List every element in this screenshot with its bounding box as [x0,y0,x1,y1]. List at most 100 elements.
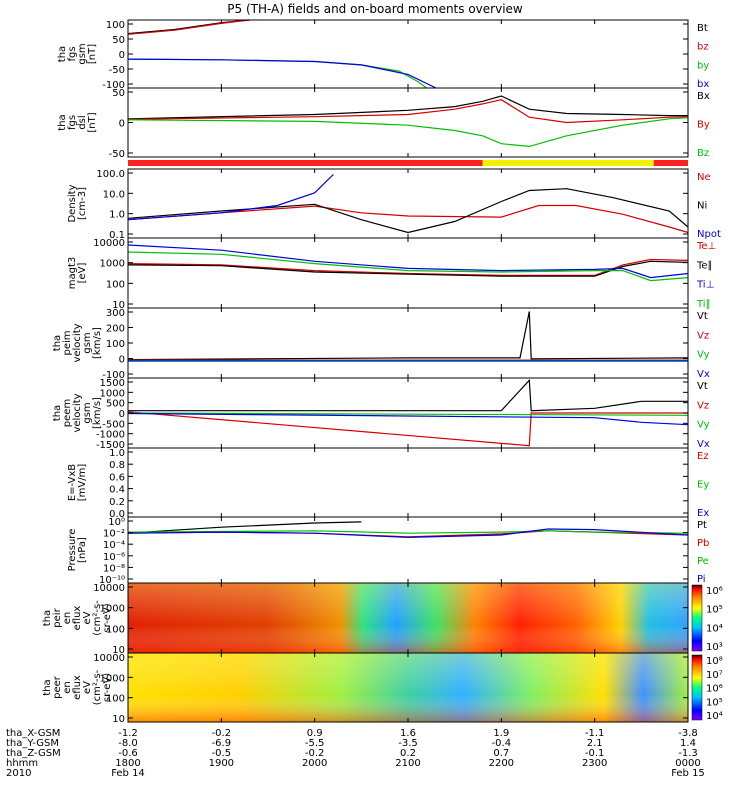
series-temperature-Ti∥ [127,251,689,282]
colorbar-label: 10³ [706,642,723,653]
state-bar-layer [128,160,688,166]
series-fgs_gsm-bx [127,58,437,89]
ylabel-line: fgs [67,115,78,130]
legend-entry-pressure: Pe [697,556,709,567]
ytick-label: 10⁻⁸ [103,563,125,574]
legend-entry-fgs_dsl: Bx [697,91,710,102]
panel-frame-efield [127,447,689,518]
ylabel-line: magt3 [67,257,78,290]
legend-entry-efield: Ez [697,451,709,462]
spectrogram-shading-peer_spec [128,653,688,722]
ylabel-line: tha [52,405,63,421]
ylabel-line: tha [57,46,68,62]
ytick-label: 0.8 [109,460,125,471]
ytick-label: -50 [109,149,125,160]
ytick-label: 1.0 [109,210,125,221]
ytick-label: -100 [102,370,125,381]
ylabel-line: (cm²-s- [92,600,103,636]
colorbar-label: 10⁸ [706,656,723,667]
colorbar-label: 10⁵ [706,605,723,616]
ytick-label: -100 [102,80,125,91]
legend-entry-temperature: Ti∥ [696,299,711,310]
ephemeris-row-label: tha_Z-GSM [6,748,61,759]
legend-entry-peem_velocity: Vx [697,439,710,450]
ephemeris-value: 1.9 [493,728,509,739]
legend-entry-peem_velocity: Vt [697,381,708,392]
ylabel-line: [cm-3] [77,187,88,220]
ytick-label: 10000 [93,583,125,594]
ephemeris-value: 2100 [395,758,420,769]
legend-entry-pressure: Pi [697,574,706,585]
ylabel-line: [eV] [77,263,88,284]
axes-layer [127,19,703,723]
panel-frame-pressure [127,516,689,584]
ephemeris-value: -8.0 [118,738,138,749]
ylabel-line: [nPa] [77,537,88,563]
ylabel-line: Density [67,184,78,222]
series-density-Ne [127,204,689,234]
legend-entry-peim_velocity: Vx [697,369,710,380]
ytick-label: 10⁻⁴ [103,540,125,551]
legend-entry-density: Npot [697,229,721,240]
legend-entry-fgs_gsm: bx [697,79,709,90]
ytick-label: 50 [112,35,125,46]
legend-entry-temperature: Te∥ [696,260,713,271]
legend-entry-peim_velocity: Vt [697,311,708,322]
ylabel-line: peem [62,399,73,427]
ylabel-line: [km/s] [92,397,103,429]
ytick-label: 100 [106,20,125,31]
legend-entry-fgs_gsm: Bt [697,23,708,34]
ylabel-line: tha [57,114,68,130]
ytick-label: -1000 [96,430,125,441]
legend-entry-temperature: Te⊥ [696,241,716,252]
colorbar-label: 10⁵ [706,697,723,708]
legend-entry-density: Ne [697,172,711,183]
ylabel-line: eflux [72,606,83,631]
ytick-label: -500 [102,419,125,430]
series-peem_velocity-Vz [127,411,688,447]
ephemeris-value: -0.2 [305,748,325,759]
ytick-label: 100 [106,339,125,350]
legend-entry-peem_velocity: Vy [697,420,710,431]
ephemeris-row-label: tha_Y-GSM [6,738,59,749]
ytick-label: 10⁻⁶ [103,552,125,563]
colorbar-label: 10⁷ [706,670,723,681]
series-peem_velocity-Vx [127,412,689,426]
ytick-label: 10⁻² [103,529,125,540]
series-density-Ni [127,188,689,234]
ephemeris-value: 0.2 [400,748,416,759]
ytick-label: 100 [106,279,125,290]
ephemeris-row-label: tha_X-GSM [6,728,60,739]
series-temperature-Te∥ [127,260,689,277]
series-fgs_dsl-Bz [127,117,689,148]
series-pressure-Pt [127,521,362,534]
ephemeris-value: -1.3 [678,748,698,759]
ephemeris-value: 1900 [209,758,234,769]
ephemeris-value: 1.4 [680,738,696,749]
ephemeris-value: 2200 [489,758,514,769]
ylabel-line: [mV/m] [77,464,88,502]
panel-frame-density [127,168,689,239]
ylabel-line: gsm [77,43,88,64]
ylabel-line: dsl [77,115,88,129]
ylabel-line: eflux [72,675,83,700]
legend-entry-pressure: Pt [697,520,707,531]
ytick-label: -50 [109,65,125,76]
ytick-label: 100 [106,624,125,635]
legend-entry-efield: Ex [697,508,709,519]
ephemeris-value: -1.1 [585,728,605,739]
text-layer: P5 (TH-A) fields and on-board moments ov… [6,2,723,779]
legend-entry-efield: Ey [697,480,709,491]
legend-entry-fgs_dsl: Bz [697,148,709,159]
ephemeris-value: -0.6 [118,748,138,759]
colorbar-peer_spec [691,654,703,721]
panel-frame-peim_velocity [127,307,689,379]
ytick-label: 1000 [100,673,125,684]
series-density-Npot [127,174,334,221]
ephemeris-value: 0.9 [307,728,323,739]
ylabel-line: peir [52,607,63,627]
ytick-label: 0 [119,119,125,130]
ytick-label: 1000 [100,259,125,270]
ylabel-line: fgs [67,46,78,61]
